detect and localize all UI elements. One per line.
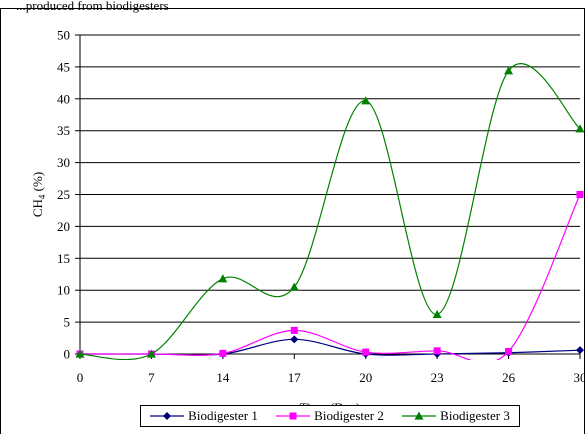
y-tick-label: 0 (64, 347, 71, 362)
x-tick-label: 14 (216, 370, 230, 385)
legend-swatch (276, 412, 311, 420)
y-tick-label: 40 (57, 91, 70, 106)
data-point (218, 274, 228, 283)
series-line (80, 194, 581, 360)
series-2 (76, 191, 584, 360)
data-point (290, 335, 299, 344)
y-tick-label: 25 (57, 187, 70, 202)
y-tick-label: 30 (57, 155, 70, 170)
figure-caption-fragment: ...produced from biodigesters (16, 0, 169, 13)
legend-marker (414, 411, 424, 420)
gridlines: 0 5 10 15 20 25 30 35 40 45 50 (57, 28, 580, 362)
data-point (432, 309, 442, 319)
y-tick-label: 5 (64, 315, 71, 330)
x-tick-label: 26 (502, 370, 516, 385)
data-point (504, 66, 514, 75)
x-tick-label: 23 (431, 370, 444, 385)
x-tick-label: 17 (288, 370, 302, 385)
y-tick-label: 50 (57, 28, 70, 43)
data-point (146, 349, 156, 358)
x-tick-label: 30 (574, 370, 585, 385)
data-point (433, 347, 441, 355)
series-3 (75, 63, 585, 360)
legend-swatch (150, 412, 185, 420)
legend-swatch (402, 411, 437, 420)
legend-label: Biodigester 1 (188, 408, 258, 423)
data-point (362, 348, 370, 356)
y-tick-label: 35 (57, 123, 70, 138)
y-tick-label: 10 (57, 283, 70, 298)
data-point (219, 349, 227, 357)
y-tick-label: 20 (57, 219, 70, 234)
y-tick-label: 15 (57, 251, 70, 266)
x-tick-label: 7 (148, 370, 155, 385)
legend-label: Biodigester 2 (314, 408, 384, 423)
chart-legend: Biodigester 1 Biodigester 2 Biodigester 3 (140, 405, 520, 427)
data-point (290, 326, 298, 334)
legend-item: Biodigester 3 (402, 408, 510, 424)
x-tick-label: 20 (359, 370, 372, 385)
y-tick-label: 45 (57, 59, 70, 74)
data-point (576, 191, 584, 198)
y-axis-title: CH4 (%) (30, 172, 47, 217)
data-point (289, 282, 299, 291)
data-point (575, 124, 585, 133)
legend-item: Biodigester 1 (150, 408, 258, 424)
x-tick-label: 0 (77, 370, 84, 385)
data-point (361, 96, 371, 105)
data-point (576, 346, 584, 355)
legend-marker (289, 412, 297, 420)
data-point (75, 349, 85, 358)
legend-label: Biodigester 3 (440, 408, 510, 423)
series-line (80, 63, 581, 360)
data-point (505, 347, 513, 355)
legend-marker (163, 412, 172, 420)
legend-item: Biodigester 2 (276, 408, 384, 424)
